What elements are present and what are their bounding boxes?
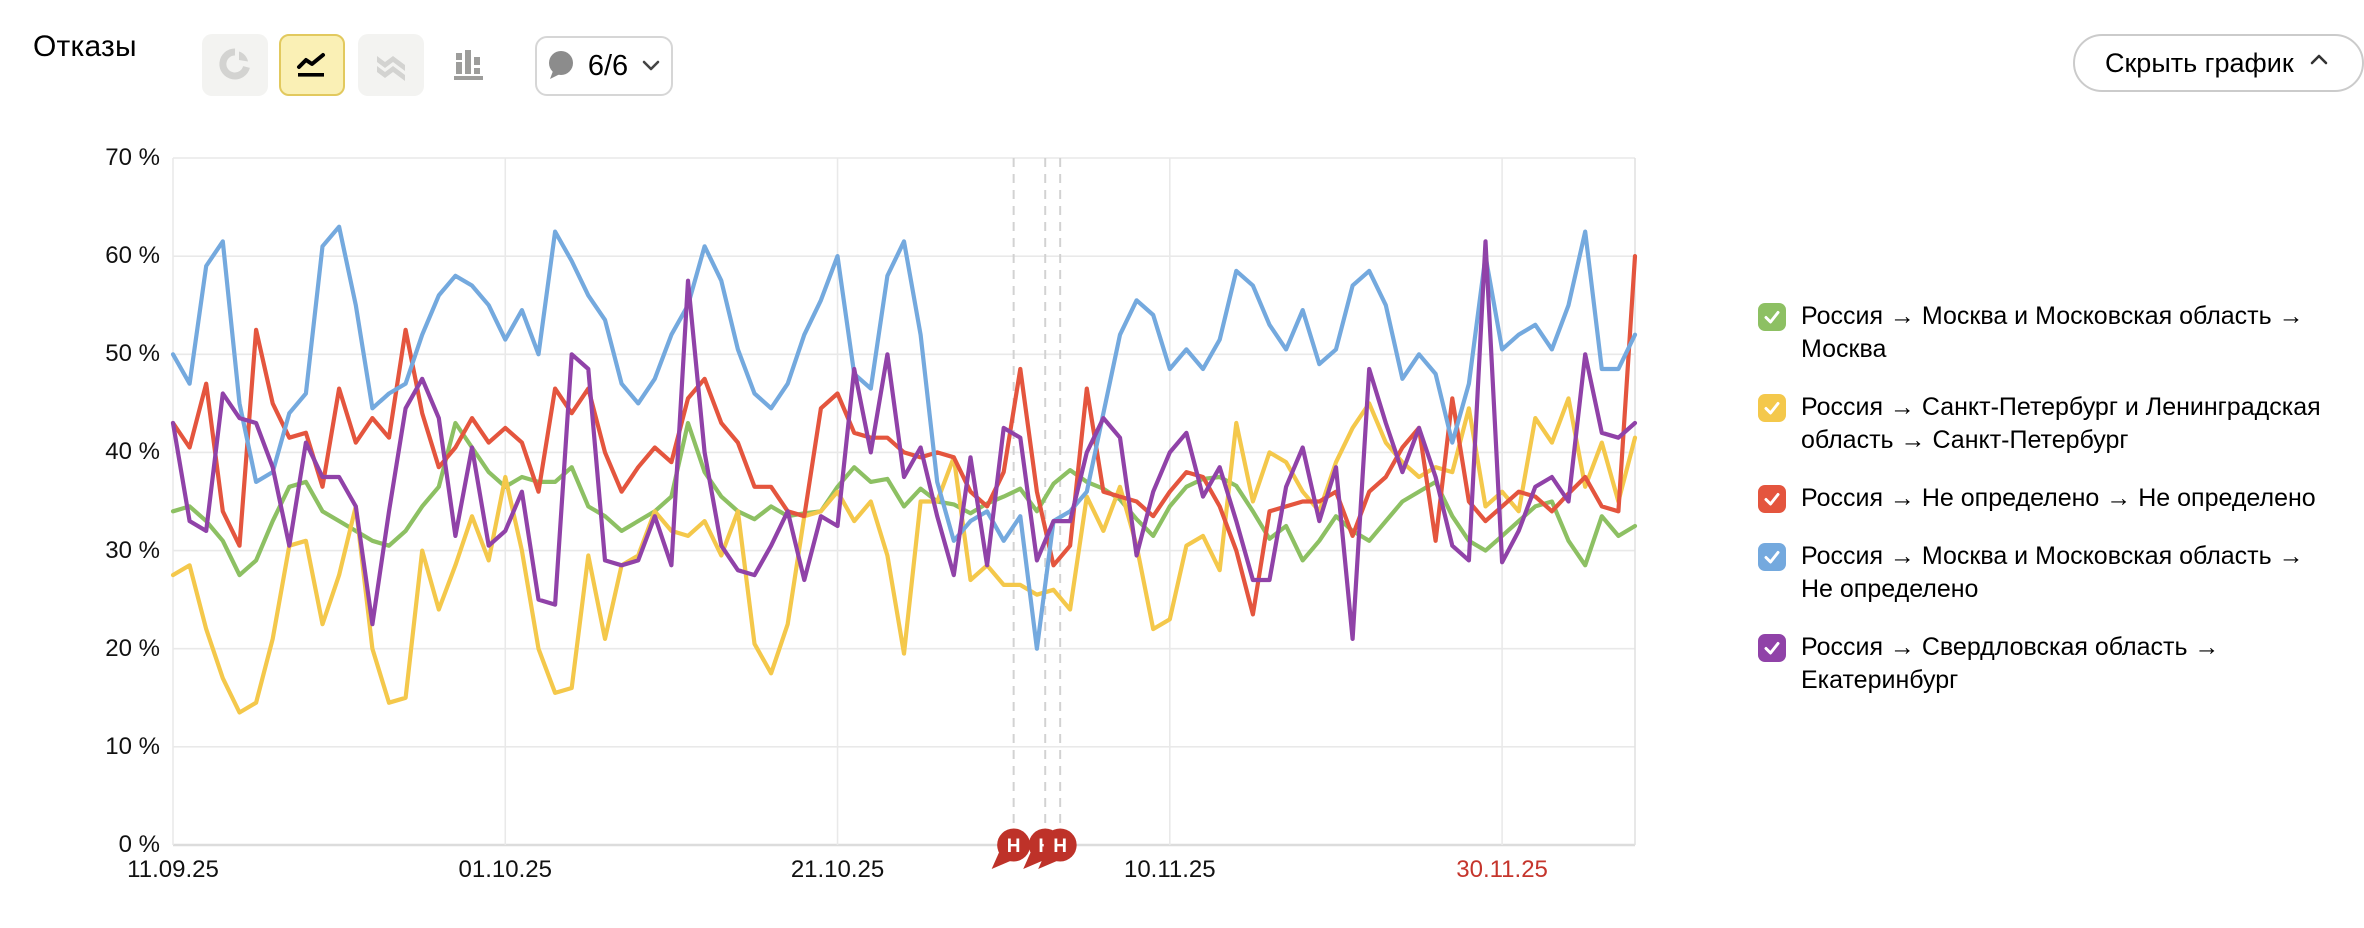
stacked-area-icon bbox=[372, 45, 410, 86]
bar-columns-icon bbox=[450, 44, 490, 87]
y-tick-label: 70 % bbox=[105, 144, 160, 171]
speech-bubble-icon bbox=[544, 48, 578, 85]
annotations-dropdown[interactable]: 6/6 bbox=[535, 36, 673, 96]
x-tick-label: 21.10.25 bbox=[790, 856, 885, 883]
series-line bbox=[170, 224, 1638, 651]
line-chart: ННН bbox=[170, 157, 1638, 869]
legend-item[interactable]: Россия → Свердловская область → Екатерин… bbox=[1758, 631, 2344, 697]
checkmark-icon bbox=[1764, 493, 1780, 506]
y-tick-label: 50 % bbox=[105, 340, 160, 368]
series-line bbox=[170, 239, 1638, 641]
legend: Россия → Москва и Московская область → М… bbox=[1758, 300, 2344, 722]
annotations-count: 6/6 bbox=[587, 49, 629, 82]
svg-text:Н: Н bbox=[1053, 836, 1067, 857]
checkmark-icon bbox=[1764, 402, 1780, 415]
legend-label: Россия → Не определено → Не определено bbox=[1801, 484, 2316, 512]
legend-label: Россия → Свердловская область → Екатерин… bbox=[1801, 633, 2220, 694]
legend-item[interactable]: Россия → Санкт-Петербург и Ленинградская… bbox=[1758, 391, 2344, 457]
pie-chart-icon bbox=[217, 46, 253, 85]
checkmark-icon bbox=[1764, 551, 1780, 564]
y-tick-label: 20 % bbox=[105, 634, 160, 662]
x-tick-label: 11.09.25 bbox=[127, 856, 219, 883]
legend-item[interactable]: Россия → Не определено → Не определено bbox=[1758, 482, 2344, 515]
y-tick-label: 60 % bbox=[105, 242, 160, 270]
y-tick-label: 10 % bbox=[105, 732, 160, 760]
legend-checkbox[interactable] bbox=[1758, 394, 1786, 422]
chevron-up-icon bbox=[2306, 47, 2332, 80]
chart-type-pie-button[interactable] bbox=[202, 34, 268, 96]
legend-checkbox[interactable] bbox=[1758, 634, 1786, 662]
x-tick-label: 30.11.25 bbox=[1456, 856, 1548, 883]
series-line bbox=[170, 420, 1638, 578]
legend-checkbox[interactable] bbox=[1758, 543, 1786, 571]
y-tick-label: 40 % bbox=[105, 438, 160, 466]
y-tick-label: 0 % bbox=[118, 831, 160, 858]
x-tick-label: 01.10.25 bbox=[458, 856, 552, 883]
legend-label: Россия → Москва и Московская область → М… bbox=[1801, 302, 2304, 363]
x-tick-label: 10.11.25 bbox=[1123, 856, 1216, 883]
legend-checkbox[interactable] bbox=[1758, 303, 1786, 331]
annotation-marker[interactable]: Н bbox=[1038, 828, 1077, 870]
checkmark-icon bbox=[1764, 642, 1780, 655]
checkmark-icon bbox=[1764, 311, 1780, 324]
legend-label: Россия → Москва и Московская область → Н… bbox=[1801, 542, 2304, 603]
series-line bbox=[170, 396, 1638, 715]
page-title: Отказы bbox=[33, 30, 137, 63]
y-tick-label: 30 % bbox=[105, 536, 160, 564]
legend-label: Россия → Санкт-Петербург и Ленинградская… bbox=[1801, 393, 2321, 454]
hide-chart-button[interactable]: Скрыть график bbox=[2073, 34, 2364, 92]
line-chart-icon bbox=[293, 45, 331, 86]
chart-type-line-button[interactable] bbox=[279, 34, 345, 96]
chart-plot-area[interactable]: ННН bbox=[170, 157, 1638, 869]
legend-checkbox[interactable] bbox=[1758, 485, 1786, 513]
chevron-down-icon bbox=[638, 52, 664, 81]
legend-item[interactable]: Россия → Москва и Московская область → М… bbox=[1758, 300, 2344, 366]
annotation-marker[interactable]: Н bbox=[991, 828, 1031, 870]
chart-type-columns-button[interactable] bbox=[437, 34, 503, 96]
hide-chart-label: Скрыть график bbox=[2105, 47, 2294, 78]
stacked-area-icon-button[interactable] bbox=[358, 34, 424, 96]
legend-item[interactable]: Россия → Москва и Московская область → Н… bbox=[1758, 540, 2344, 606]
svg-text:Н: Н bbox=[1007, 836, 1021, 857]
